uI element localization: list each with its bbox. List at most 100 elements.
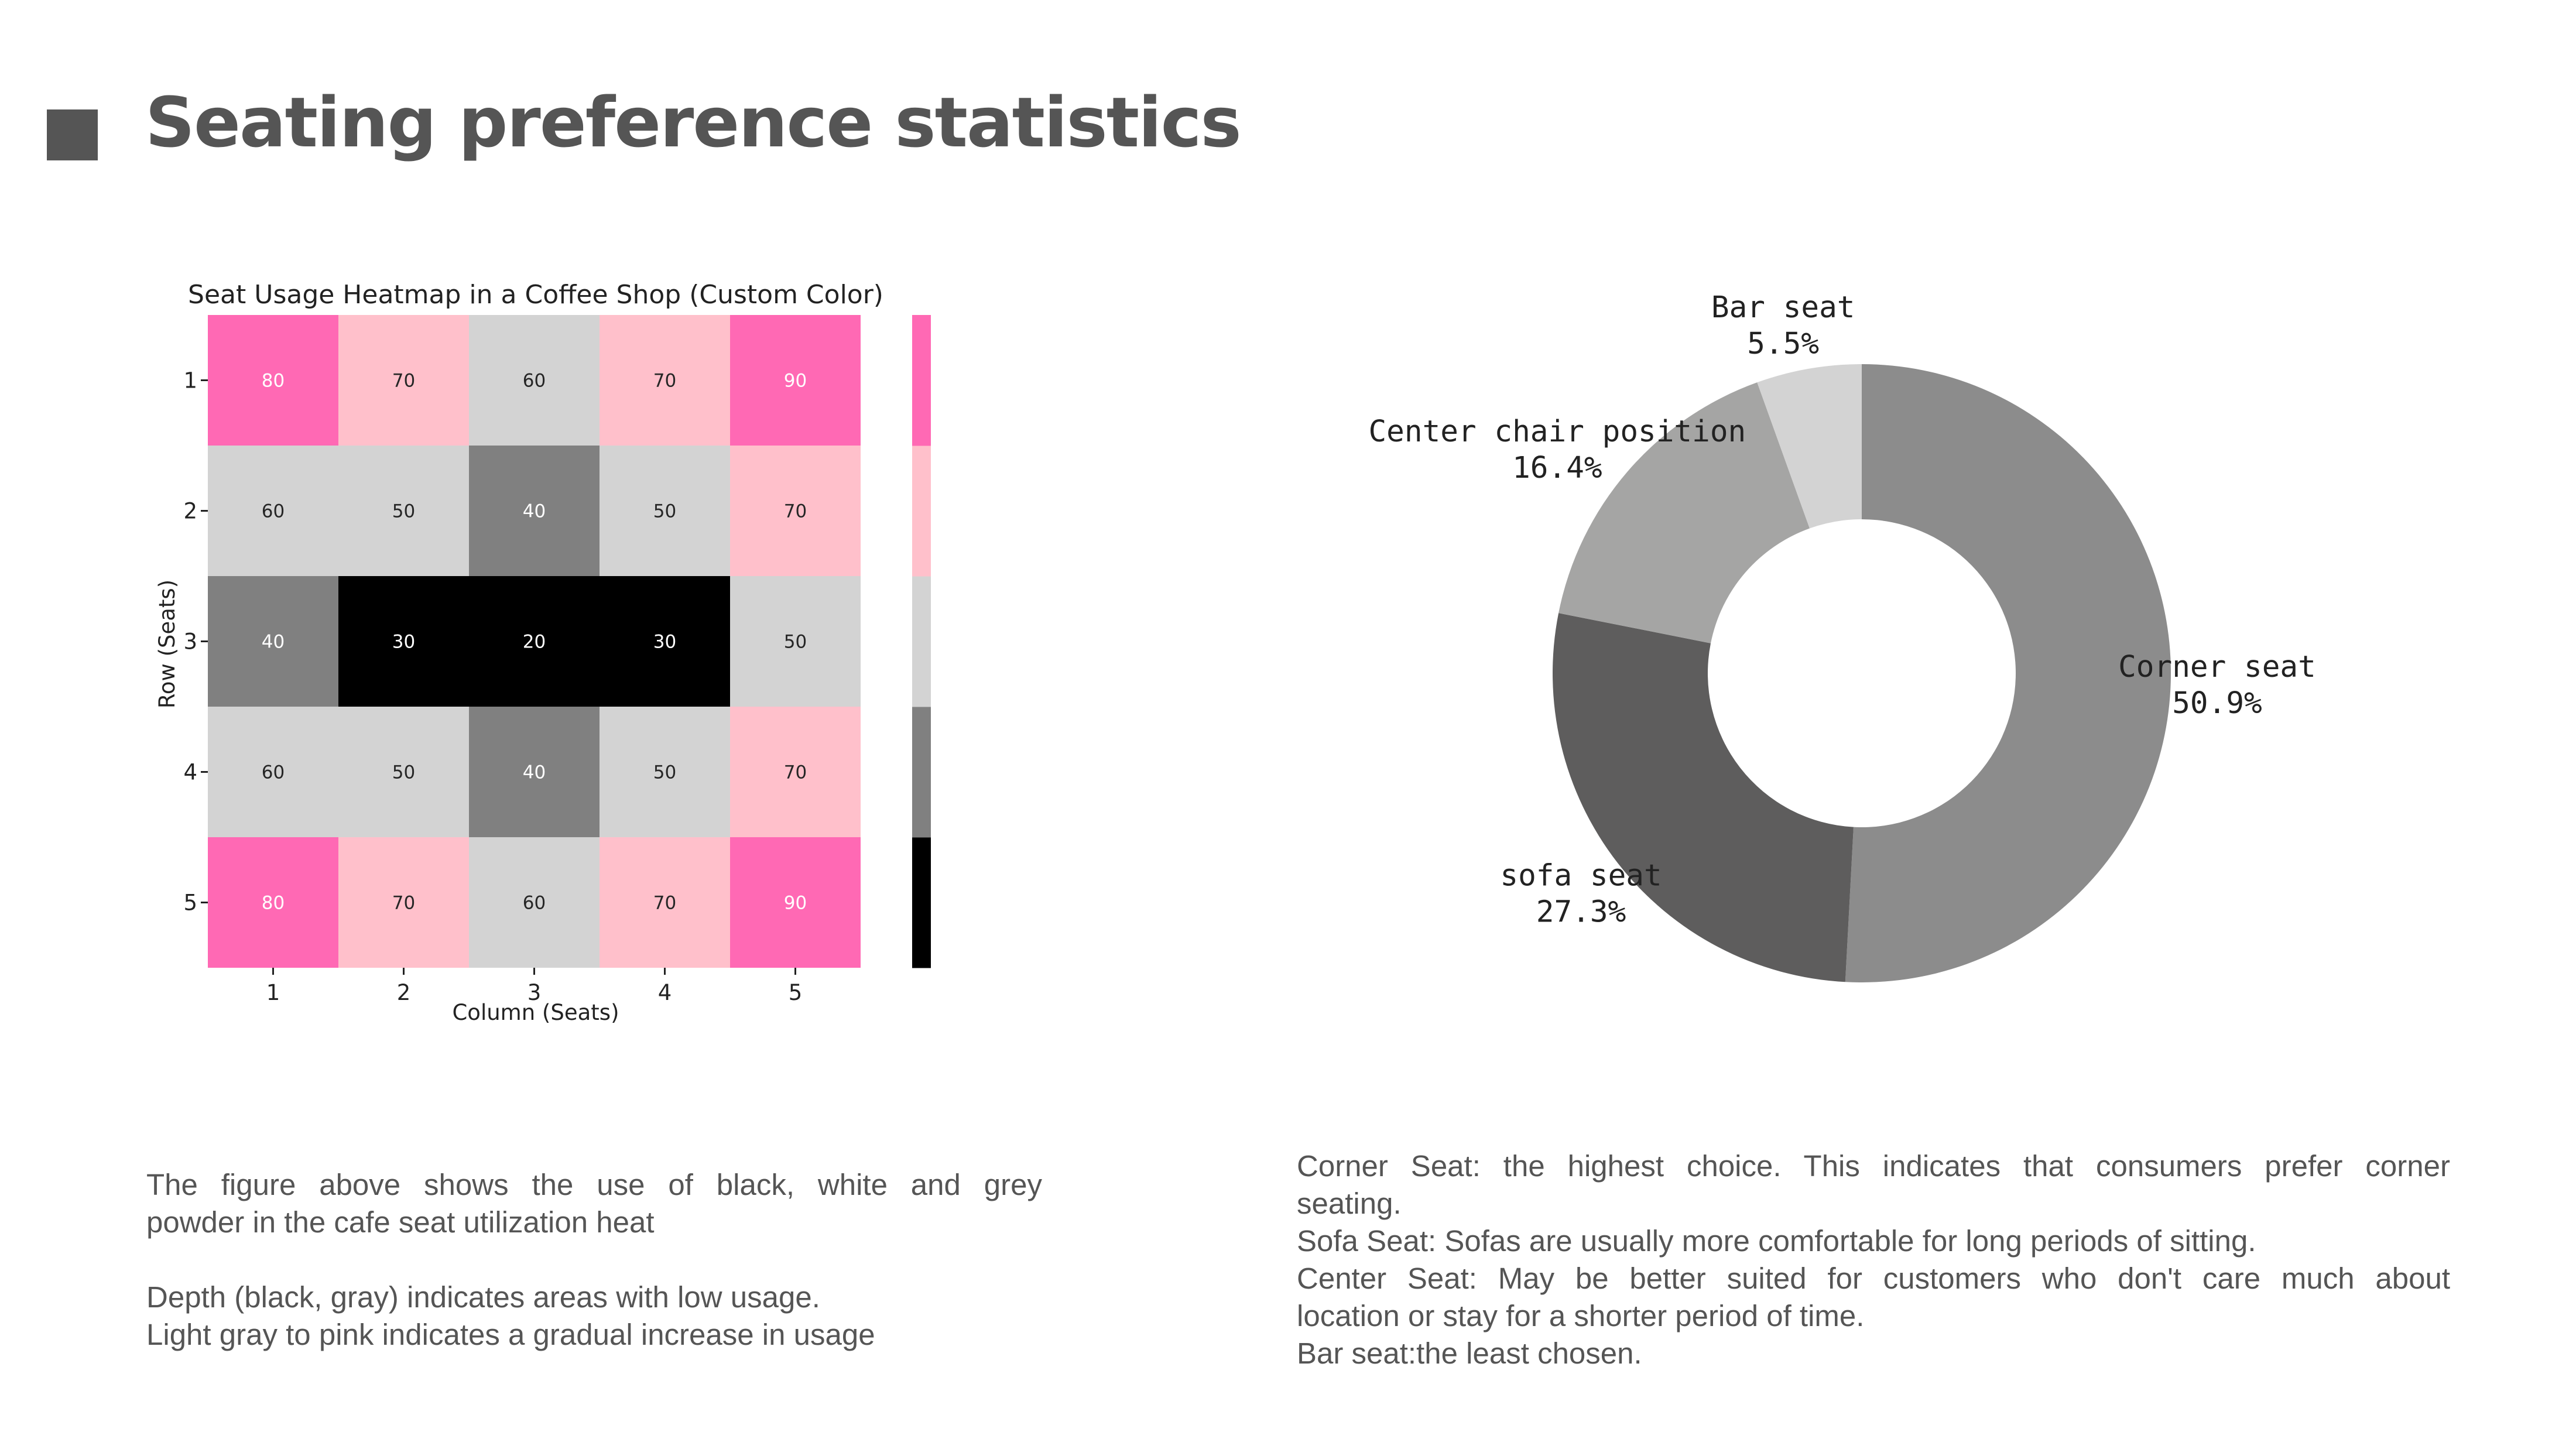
donut-slices	[1553, 364, 2171, 982]
heatmap-y-tick-label: 1	[183, 368, 197, 393]
heatmap-cell	[469, 837, 600, 968]
donut-slice	[1558, 382, 1810, 643]
colorbar-segment	[912, 837, 931, 968]
heatmap-cell	[208, 315, 338, 446]
heatmap-cell-value: 60	[262, 501, 285, 522]
heatmap-cell	[208, 707, 338, 837]
colorbar-segment	[912, 576, 931, 707]
heatmap-cell-value: 50	[392, 762, 415, 783]
heatmap-x-tick-label: 1	[266, 980, 280, 1005]
heatmap-cell-value: 40	[523, 501, 546, 522]
heatmap-cell	[338, 576, 469, 707]
heatmap-cell	[600, 576, 730, 707]
heatmap-cell-value: 60	[523, 371, 546, 392]
analysis-line: location or stay for a shorter period of…	[1297, 1299, 1865, 1332]
heatmap-cell-value: 50	[653, 501, 676, 522]
analysis-line: Center Seat: May be better suited for cu…	[1297, 1262, 2450, 1295]
heatmap-cell	[338, 315, 469, 446]
heatmap-cell-value: 20	[523, 632, 546, 653]
analysis-line: Sofa Seat: Sofas are usually more comfor…	[1297, 1224, 2256, 1258]
heatmap-cell	[730, 446, 861, 576]
donut-slice	[1845, 364, 2171, 982]
heatmap-cell	[730, 707, 861, 837]
donut-slice-label: Bar seat	[1711, 290, 1855, 325]
heatmap-cell-value: 40	[523, 762, 546, 783]
heatmap-cell-value: 50	[653, 762, 676, 783]
heatmap-cell	[469, 315, 600, 446]
donut-slice-percent: 5.5%	[1747, 327, 1819, 361]
heatmap-y-axis-label: Row (Seats)	[155, 580, 180, 708]
donut-slice-percent: 50.9%	[2172, 686, 2262, 721]
heatmap-cell-value: 70	[392, 371, 415, 392]
heatmap-x-tick-label: 3	[527, 980, 542, 1005]
heatmap-chart: Seat Usage Heatmap in a Coffee Shop (Cus…	[155, 280, 931, 1025]
colorbar-segment	[912, 446, 931, 577]
heatmap-cell-value: 30	[653, 632, 676, 653]
donut-slice-label: Center chair position	[1368, 415, 1746, 449]
donut-slice	[1757, 364, 1862, 529]
heatmap-x-axis-label: Column (Seats)	[452, 1000, 619, 1025]
heatmap-cell	[730, 576, 861, 707]
description-line: powder in the cafe seat utilization heat	[146, 1205, 655, 1239]
title-square-icon	[47, 109, 98, 160]
heatmap-cell-value: 50	[784, 632, 807, 653]
heatmap-cell	[469, 576, 600, 707]
analysis-line: seating.	[1297, 1187, 1402, 1220]
heatmap-cell-value: 70	[784, 501, 807, 522]
heatmap-cell	[338, 446, 469, 576]
heatmap-cell-value: 50	[392, 501, 415, 522]
heatmap-x-tick-label: 2	[397, 980, 411, 1005]
description-line: Light gray to pink indicates a gradual i…	[146, 1318, 875, 1351]
heatmap-cell	[600, 315, 730, 446]
seat-analysis-text: Corner Seat: the highest choice. This in…	[1297, 1147, 2450, 1372]
heatmap-cell-value: 70	[784, 762, 807, 783]
heatmap-cell-value: 90	[784, 371, 807, 392]
donut-slice-label: sofa seat	[1500, 859, 1662, 893]
heatmap-y-tick-label: 4	[183, 760, 197, 785]
heatmap-cell	[338, 707, 469, 837]
heatmap-cell-value: 30	[392, 632, 415, 653]
description-line: Depth (black, gray) indicates areas with…	[146, 1280, 820, 1314]
heatmap-cell-value: 80	[262, 893, 285, 914]
heatmap-description: The figure above shows the use of black,…	[146, 1166, 1042, 1354]
analysis-line: Bar seat:the least chosen.	[1297, 1337, 1642, 1370]
donut-slice	[1553, 613, 1854, 982]
heatmap-colorbar: 2030405060708090	[912, 315, 931, 968]
heatmap-cell-value: 90	[784, 893, 807, 914]
heatmap-cell	[600, 837, 730, 968]
heatmap-cell	[600, 707, 730, 837]
heatmap-cell	[469, 707, 600, 837]
heatmap-cell-value: 70	[653, 371, 676, 392]
description-line: The figure above shows the use of black,…	[146, 1168, 1042, 1201]
heatmap-cell-value: 60	[262, 762, 285, 783]
heatmap-cell	[600, 446, 730, 576]
heatmap-x-ticks: 1 2 3 4 5	[266, 968, 803, 1005]
heatmap-y-tick-label: 3	[183, 629, 197, 655]
donut-slice-percent: 27.3%	[1536, 895, 1626, 930]
heatmap-cell	[469, 446, 600, 576]
heatmap-cell-value: 40	[262, 632, 285, 653]
heatmap-cell	[208, 446, 338, 576]
heatmap-title: Seat Usage Heatmap in a Coffee Shop (Cus…	[188, 280, 883, 310]
heatmap-cell	[730, 315, 861, 446]
heatmap-y-tick-label: 2	[183, 499, 197, 524]
donut-slice-percent: 16.4%	[1512, 451, 1602, 485]
heatmap-x-tick-label: 5	[789, 980, 803, 1005]
donut-slice-label: Corner seat	[2118, 650, 2316, 684]
heatmap-cell	[208, 576, 338, 707]
heatmap-cell	[730, 837, 861, 968]
heatmap-cell	[208, 837, 338, 968]
colorbar-segment	[912, 315, 931, 446]
analysis-line: Corner Seat: the highest choice. This in…	[1297, 1149, 2450, 1183]
heatmap-cell-value: 70	[392, 893, 415, 914]
heatmap-cell	[338, 837, 469, 968]
colorbar-segment	[912, 707, 931, 838]
heatmap-cell-value: 70	[653, 893, 676, 914]
heatmap-cell-value: 80	[262, 371, 285, 392]
page-title: Seating preference statistics	[145, 82, 1242, 163]
heatmap-cells: 80 70 60 70 90 60 50 40 50 70 40 30 20 30 50 60 50 40 50 70…	[208, 315, 861, 968]
heatmap-y-tick-label: 5	[183, 890, 197, 916]
heatmap-y-ticks: 1 2 3 4 5	[183, 368, 208, 916]
